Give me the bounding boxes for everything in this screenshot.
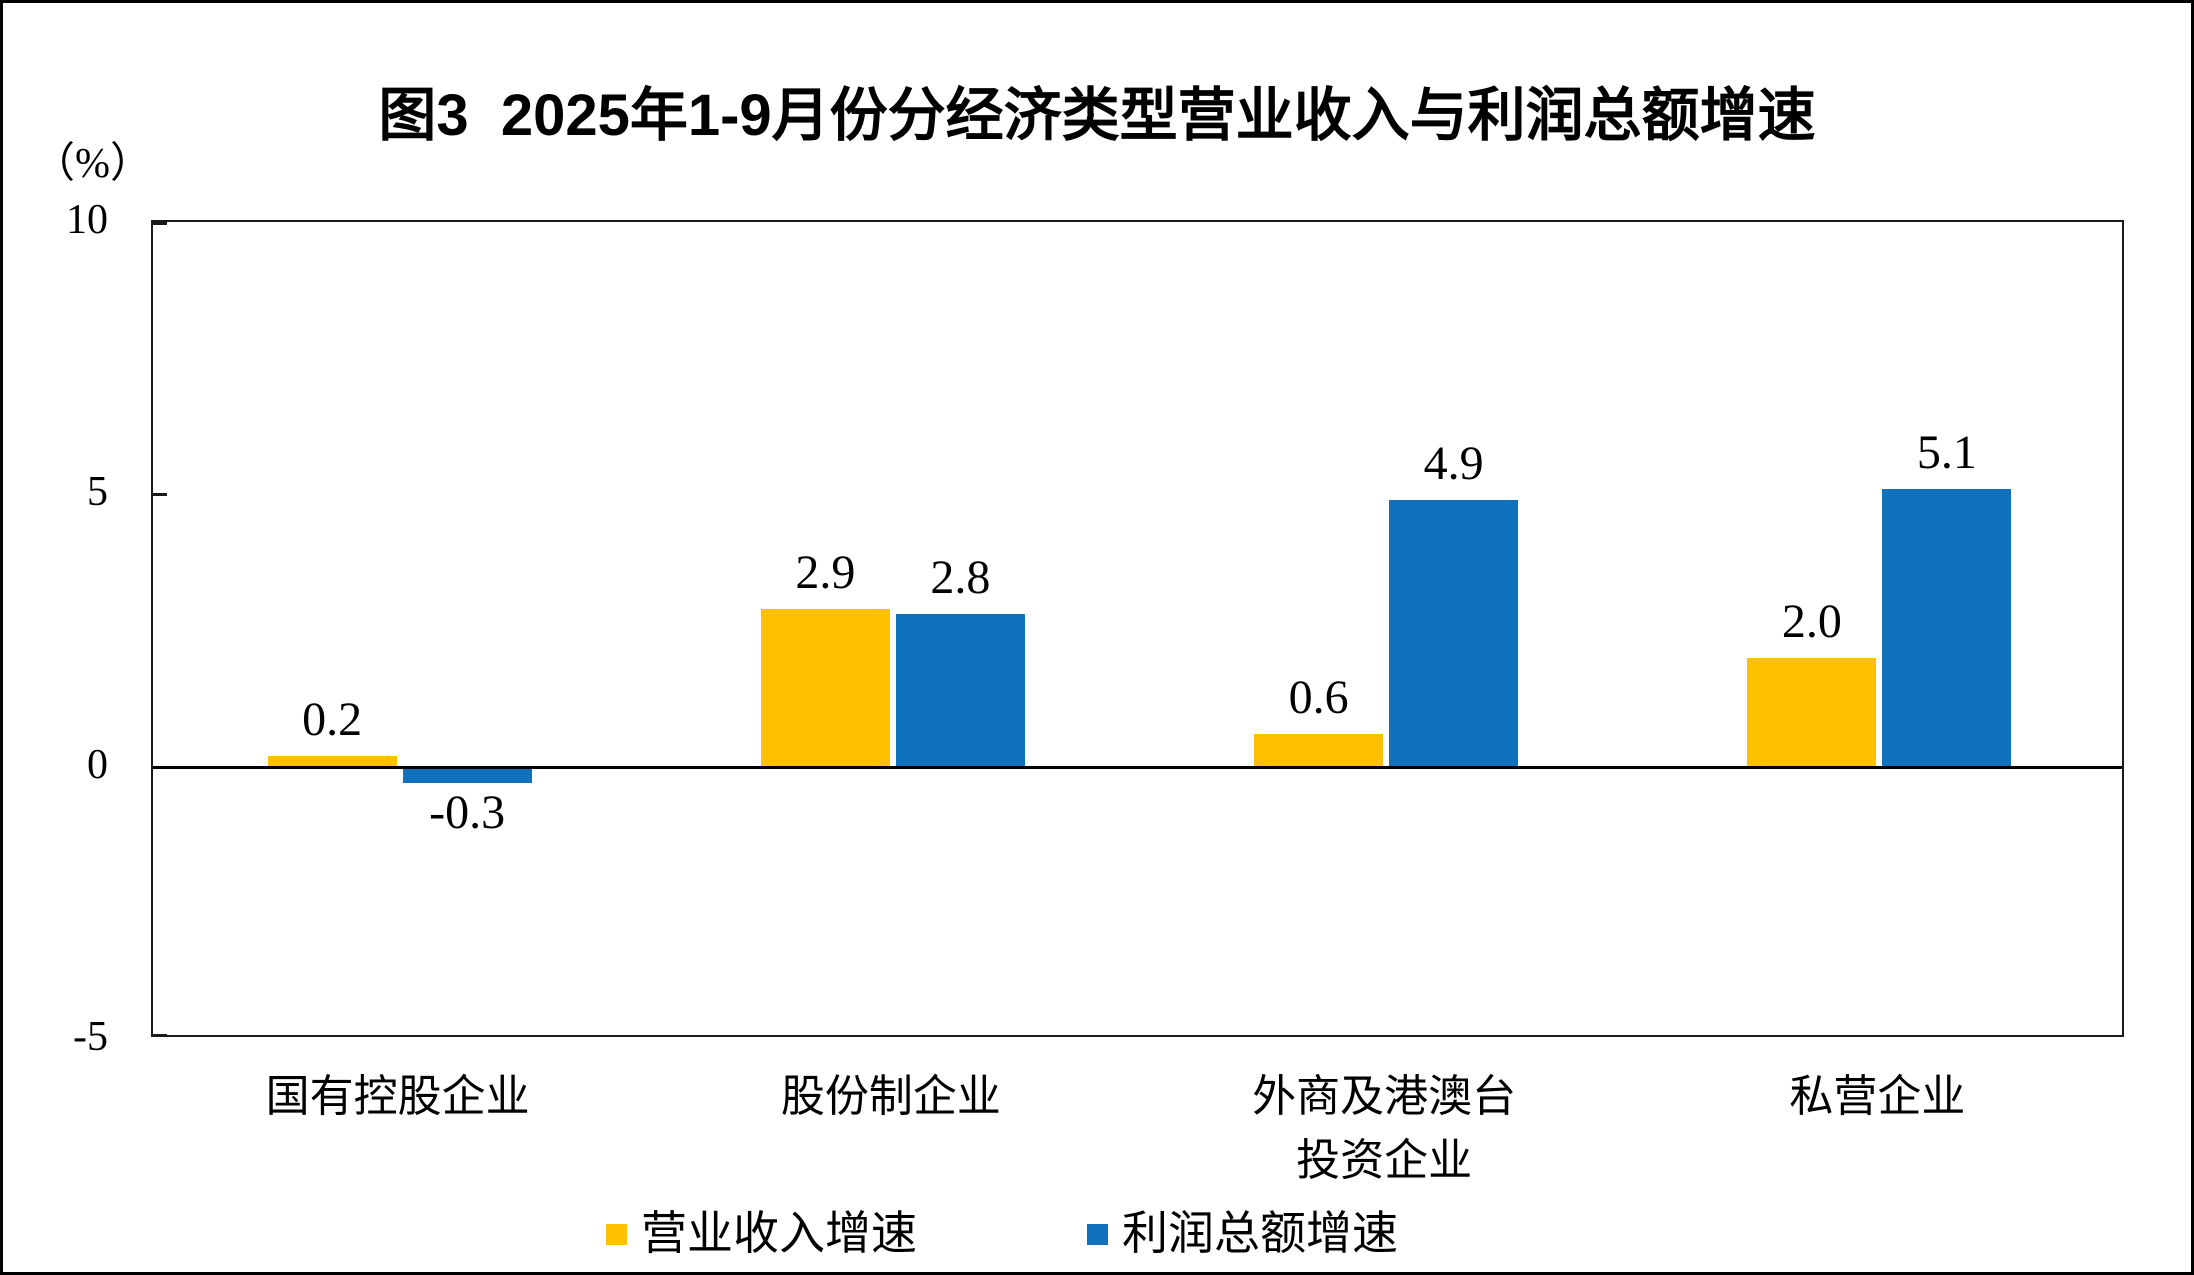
x-category-label-line: 国有控股企业 bbox=[265, 1072, 530, 1121]
legend-swatch-icon bbox=[606, 1223, 627, 1245]
y-tick-label-10: 10 bbox=[66, 197, 108, 243]
y-tick-mark--5 bbox=[153, 1034, 167, 1037]
x-category-label-国有控股企业: 国有控股企业 bbox=[266, 1065, 530, 1129]
chart-title: 图3 2025年1-9月份分经济类型营业收入与利润总额增速 bbox=[378, 83, 1816, 148]
bar-value-label-营业收入增速-外商及港澳台投资企业: 0.6 bbox=[1288, 670, 1349, 724]
bar-利润总额增速-股份制企业 bbox=[895, 614, 1025, 767]
legend-item-营业收入增速: 营业收入增速 bbox=[606, 1211, 917, 1257]
x-category-label-line: 股份制企业 bbox=[780, 1072, 1001, 1121]
x-category-label-line: 私营企业 bbox=[1789, 1072, 1966, 1121]
bar-利润总额增速-外商及港澳台投资企业 bbox=[1389, 499, 1519, 767]
legend-label: 营业收入增速 bbox=[641, 1208, 917, 1259]
x-category-label-line: 投资企业 bbox=[1296, 1136, 1473, 1185]
bar-营业收入增速-私营企业 bbox=[1747, 657, 1877, 767]
y-tick-label-0: 0 bbox=[87, 741, 108, 788]
plot-area: 0.2 -0.3 2.9 2.8 0.6 4.9 2.0 5.1 bbox=[151, 220, 2124, 1037]
bar-营业收入增速-股份制企业 bbox=[760, 608, 890, 767]
bar-营业收入增速-国有控股企业 bbox=[267, 755, 397, 767]
zero-baseline bbox=[153, 765, 2122, 769]
chart-legend: 营业收入增速 利润总额增速 bbox=[3, 1205, 2096, 1263]
x-category-label-股份制企业: 股份制企业 bbox=[781, 1065, 1001, 1129]
bar-value-label-利润总额增速-私营企业: 5.1 bbox=[1916, 425, 1977, 479]
bar-营业收入增速-外商及港澳台投资企业 bbox=[1254, 733, 1384, 767]
y-tick-mark-10 bbox=[153, 222, 167, 225]
legend-item-利润总额增速: 利润总额增速 bbox=[1087, 1211, 1398, 1257]
bar-利润总额增速-国有控股企业 bbox=[402, 766, 532, 783]
bar-value-label-营业收入增速-私营企业: 2.0 bbox=[1781, 594, 1842, 648]
bar-value-label-利润总额增速-国有控股企业: -0.3 bbox=[429, 786, 506, 839]
x-category-label-line: 外商及港澳台 bbox=[1252, 1072, 1517, 1121]
y-axis-unit-label: （%） bbox=[33, 141, 152, 187]
y-tick-mark-5 bbox=[153, 493, 167, 497]
bar-value-label-营业收入增速-国有控股企业: 0.2 bbox=[302, 692, 363, 746]
legend-swatch-icon bbox=[1087, 1223, 1108, 1245]
bar-value-label-营业收入增速-股份制企业: 2.9 bbox=[795, 545, 856, 599]
y-tick-label-5: 5 bbox=[87, 469, 108, 516]
legend-label: 利润总额增速 bbox=[1122, 1208, 1398, 1259]
bar-value-label-利润总额增速-股份制企业: 2.8 bbox=[930, 551, 991, 605]
x-category-label-私营企业: 私营企业 bbox=[1789, 1065, 1965, 1129]
x-category-label-外商及港澳台投资企业: 外商及港澳台 投资企业 bbox=[1252, 1065, 1516, 1193]
bar-利润总额增速-私营企业 bbox=[1882, 488, 2012, 767]
y-tick-label--5: -5 bbox=[73, 1014, 108, 1060]
bar-value-label-利润总额增速-外商及港澳台投资企业: 4.9 bbox=[1423, 436, 1484, 490]
